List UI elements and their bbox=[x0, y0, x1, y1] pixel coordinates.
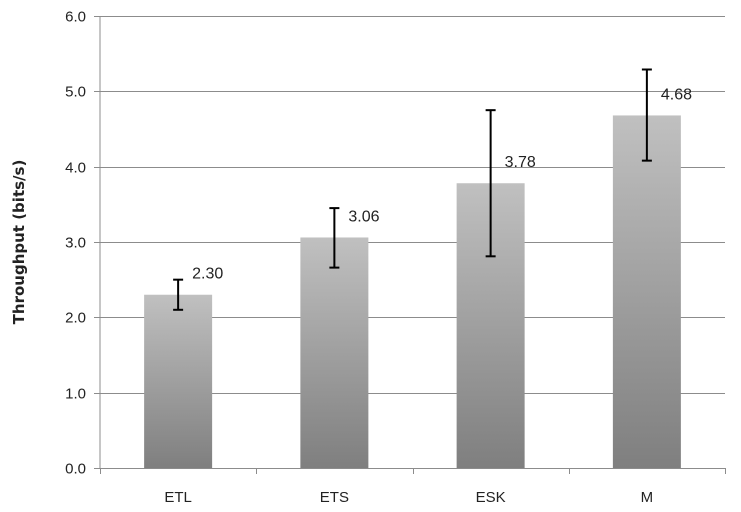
y-tick-label: 3.0 bbox=[65, 235, 86, 252]
error-bars bbox=[173, 68, 652, 311]
bar-etl bbox=[144, 294, 213, 468]
labels: 0.0 1.0 2.0 3.0 4.0 5.0 6.0 2.30 ETL 3.06 ETS 3.78 E… bbox=[65, 9, 692, 507]
y-tick-label: 6.0 bbox=[65, 9, 86, 26]
bars bbox=[144, 115, 681, 469]
y-axis-title: Throughput (bits/s) bbox=[10, 160, 28, 325]
bar-m bbox=[612, 115, 681, 468]
x-tick-label: M bbox=[641, 489, 654, 506]
data-label: 3.06 bbox=[348, 208, 379, 225]
x-tick-label: ETL bbox=[164, 489, 192, 506]
x-tick-label: ESK bbox=[476, 489, 506, 506]
x-tick-label: ETS bbox=[320, 489, 349, 506]
y-tick-label: 0.0 bbox=[65, 461, 86, 478]
data-label: 4.68 bbox=[661, 86, 692, 103]
bar-ets bbox=[300, 237, 369, 468]
y-tick-label: 1.0 bbox=[65, 386, 86, 403]
y-tick-label: 2.0 bbox=[65, 310, 86, 327]
data-label: 3.78 bbox=[505, 154, 536, 171]
data-label: 2.30 bbox=[192, 266, 223, 283]
y-tick-label: 5.0 bbox=[65, 84, 86, 101]
y-tick-label: 4.0 bbox=[65, 160, 86, 177]
